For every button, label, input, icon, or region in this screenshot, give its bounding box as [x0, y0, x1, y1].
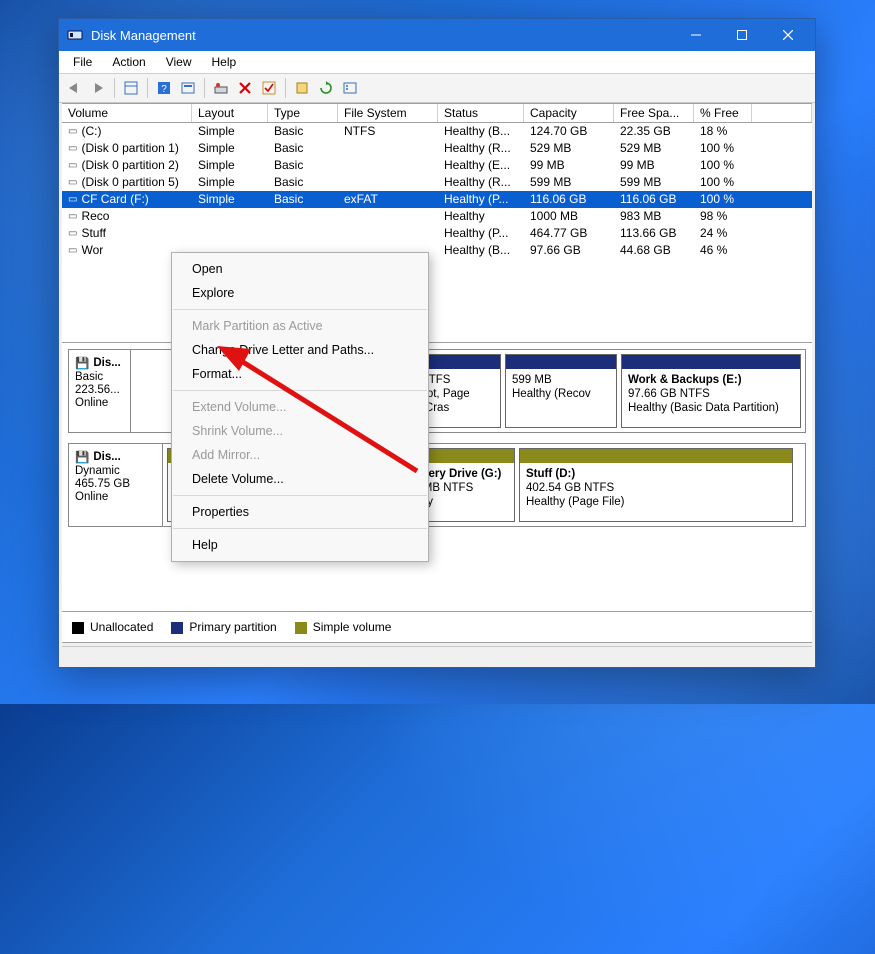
menu-action[interactable]: Action [102, 51, 155, 73]
partition[interactable]: 599 MBHealthy (Recov [505, 354, 617, 428]
menu-view[interactable]: View [156, 51, 202, 73]
properties-icon[interactable] [339, 77, 361, 99]
disk-type: Basic [75, 371, 124, 383]
disk-icon: 💾 [75, 356, 89, 370]
ctx-properties[interactable]: Properties [172, 500, 428, 524]
ctx-help[interactable]: Help [172, 533, 428, 557]
partition[interactable]: Stuff (D:)402.54 GB NTFSHealthy (Page Fi… [519, 448, 793, 522]
delete-icon[interactable] [234, 77, 256, 99]
disk-state: Online [75, 397, 124, 409]
statusbar [62, 646, 812, 664]
column-headers: Volume Layout Type File System Status Ca… [62, 104, 812, 123]
volume-icon: ▭ [68, 191, 77, 208]
table-row[interactable]: ▭StuffHealthy (P...464.77 GB113.66 GB24 … [62, 225, 812, 242]
col-layout[interactable]: Layout [192, 104, 268, 122]
volume-icon: ▭ [68, 174, 77, 191]
volume-icon: ▭ [68, 157, 77, 174]
back-button[interactable] [63, 77, 85, 99]
toolbar-icon[interactable] [120, 77, 142, 99]
maximize-button[interactable] [719, 19, 765, 51]
toolbar-icon[interactable] [210, 77, 232, 99]
table-row[interactable]: ▭(Disk 0 partition 2)SimpleBasicHealthy … [62, 157, 812, 174]
disk-management-window: Disk Management File Action View Help ? … [58, 18, 816, 668]
legend-unallocated: Unallocated [72, 620, 153, 634]
table-row[interactable]: ▭(C:)SimpleBasicNTFSHealthy (B...124.70 … [62, 123, 812, 140]
col-status[interactable]: Status [438, 104, 524, 122]
context-menu: Open Explore Mark Partition as Active Ch… [171, 252, 429, 562]
table-row[interactable]: ▭(Disk 0 partition 1)SimpleBasicHealthy … [62, 140, 812, 157]
legend: Unallocated Primary partition Simple vol… [62, 611, 812, 642]
table-row[interactable]: ▭(Disk 0 partition 5)SimpleBasicHealthy … [62, 174, 812, 191]
forward-button[interactable] [87, 77, 109, 99]
ctx-change-letter[interactable]: Change Drive Letter and Paths... [172, 338, 428, 362]
menu-file[interactable]: File [63, 51, 102, 73]
svg-text:?: ? [161, 84, 167, 95]
disk-name: Dis... [93, 357, 120, 369]
ctx-delete-volume[interactable]: Delete Volume... [172, 467, 428, 491]
toolbar-icon[interactable] [291, 77, 313, 99]
volume-icon: ▭ [68, 208, 77, 225]
menubar: File Action View Help [59, 51, 815, 74]
disk-1-label: 💾 Dis... Dynamic 465.75 GB Online [69, 444, 163, 526]
volume-icon: ▭ [68, 140, 77, 157]
help-icon[interactable]: ? [153, 77, 175, 99]
titlebar[interactable]: Disk Management [59, 19, 815, 51]
disk-name: Dis... [93, 451, 120, 463]
ctx-format[interactable]: Format... [172, 362, 428, 386]
check-icon[interactable] [258, 77, 280, 99]
disk-icon: 💾 [75, 450, 89, 464]
legend-simple: Simple volume [295, 620, 392, 634]
table-row[interactable]: ▭CF Card (F:)SimpleBasicexFATHealthy (P.… [62, 191, 812, 208]
col-pctfree[interactable]: % Free [694, 104, 752, 122]
legend-primary: Primary partition [171, 620, 276, 634]
col-capacity[interactable]: Capacity [524, 104, 614, 122]
toolbar: ? [59, 74, 815, 103]
disk-state: Online [75, 491, 156, 503]
refresh-icon[interactable] [315, 77, 337, 99]
col-type[interactable]: Type [268, 104, 338, 122]
col-freespace[interactable]: Free Spa... [614, 104, 694, 122]
volume-icon: ▭ [68, 225, 77, 242]
disk-size: 465.75 GB [75, 478, 156, 490]
disk-type: Dynamic [75, 465, 156, 477]
partition[interactable]: Work & Backups (E:)97.66 GB NTFSHealthy … [621, 354, 801, 428]
app-icon [67, 27, 83, 43]
disk-0-label: 💾 Dis... Basic 223.56... Online [69, 350, 131, 432]
minimize-button[interactable] [673, 19, 719, 51]
col-volume[interactable]: Volume [62, 104, 192, 122]
ctx-mirror: Add Mirror... [172, 443, 428, 467]
table-row[interactable]: ▭RecoHealthy1000 MB983 MB98 % [62, 208, 812, 225]
close-button[interactable] [765, 19, 811, 51]
col-fs[interactable]: File System [338, 104, 438, 122]
ctx-explore[interactable]: Explore [172, 281, 428, 305]
volume-icon: ▭ [68, 242, 77, 259]
volume-icon: ▭ [68, 123, 77, 140]
ctx-shrink: Shrink Volume... [172, 419, 428, 443]
disk-size: 223.56... [75, 384, 124, 396]
ctx-open[interactable]: Open [172, 257, 428, 281]
toolbar-icon[interactable] [177, 77, 199, 99]
window-title: Disk Management [91, 28, 673, 43]
ctx-mark-active: Mark Partition as Active [172, 314, 428, 338]
col-spacer [752, 104, 812, 122]
menu-help[interactable]: Help [202, 51, 247, 73]
ctx-extend: Extend Volume... [172, 395, 428, 419]
